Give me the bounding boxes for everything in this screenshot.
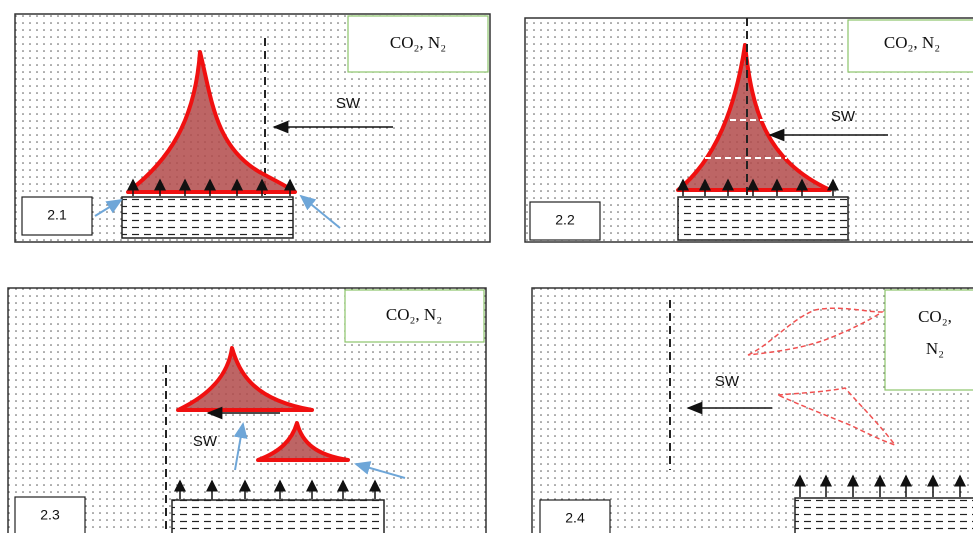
panel: CO₂, N₂ SW 2.3 — [8, 288, 486, 533]
gas-label: N₂ — [926, 339, 944, 358]
diagram: CO₂, N₂ SW 2.1 CO₂, N₂ SW 2.2 CO₂, N₂ — [0, 0, 973, 533]
page: CO₂, N₂ SW 2.1 CO₂, N₂ SW 2.2 CO₂, N₂ — [0, 0, 973, 533]
panel-label: 2.1 — [47, 207, 67, 223]
flow-label: SW — [336, 95, 361, 112]
gas-label: CO₂, N₂ — [884, 33, 940, 52]
flow-label: SW — [715, 373, 740, 390]
panel-label: 2.4 — [565, 510, 585, 526]
flow-label: SW — [193, 433, 218, 450]
gas-label: CO₂, N₂ — [390, 33, 446, 52]
reservoir — [795, 498, 973, 533]
gas-label: CO₂, — [918, 307, 952, 326]
panel: CO₂, N₂ SW 2.4 — [532, 288, 973, 533]
reservoir — [172, 500, 384, 533]
reservoir — [678, 197, 848, 240]
flow-label: SW — [831, 108, 856, 125]
panel: CO₂, N₂ SW 2.1 — [15, 14, 490, 242]
gas-label: CO₂, N₂ — [386, 305, 442, 324]
panel-label: 2.2 — [555, 212, 575, 228]
reservoir — [122, 197, 293, 238]
panel-label: 2.3 — [40, 507, 60, 523]
panel: CO₂, N₂ SW 2.2 — [525, 18, 973, 242]
